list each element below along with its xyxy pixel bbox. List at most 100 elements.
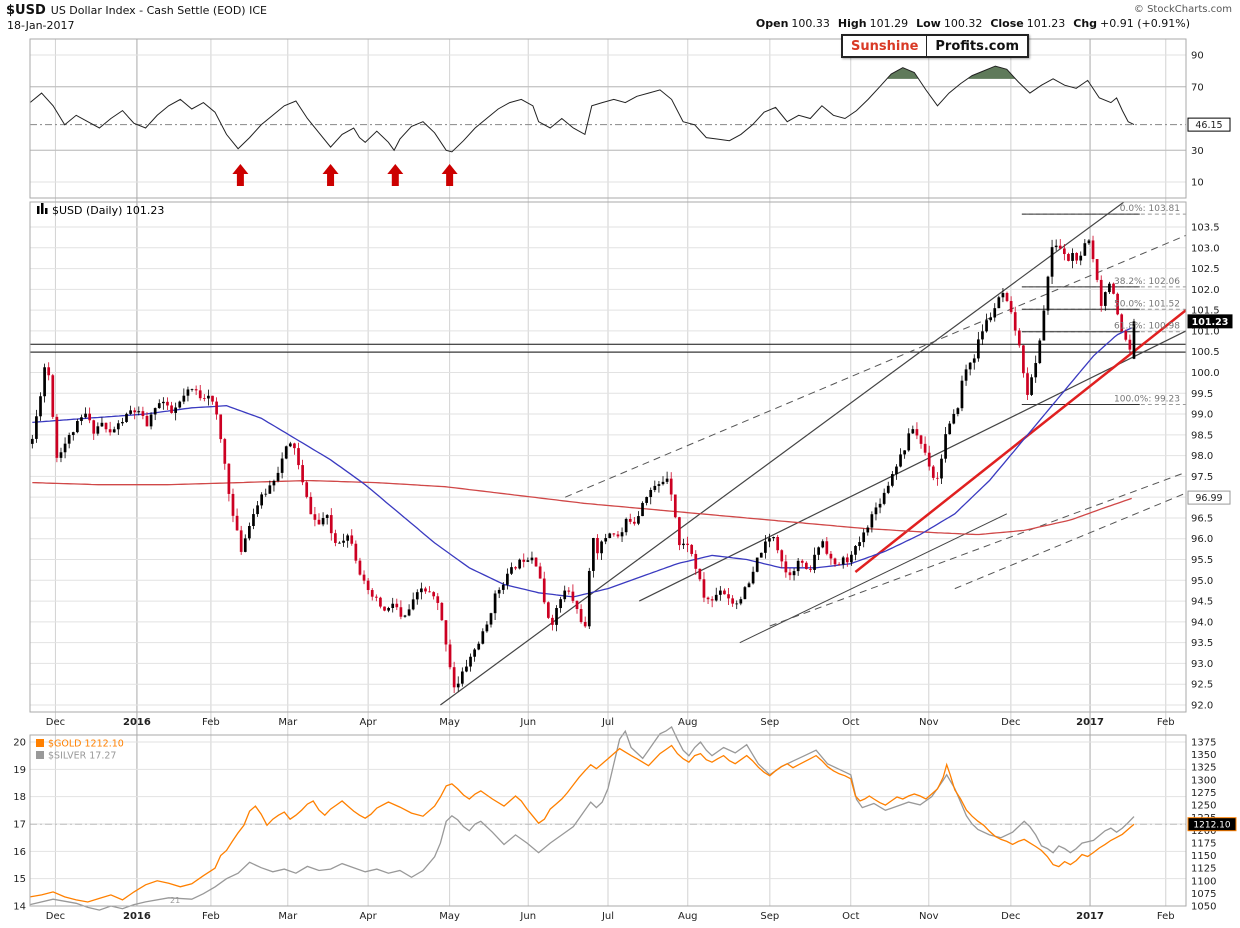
sunshine-profits-logo[interactable]: Sunshine Profits.com xyxy=(841,34,1029,58)
silver-ytick-label: 17 xyxy=(13,820,26,831)
candle-body xyxy=(874,507,878,515)
legend-swatch xyxy=(36,751,44,759)
fib-label: 100.0%: 99.23 xyxy=(1114,394,1180,404)
x-axis-label-mid: Jul xyxy=(601,717,614,728)
gold-ytick-label: 1275 xyxy=(1191,788,1216,799)
candle-body xyxy=(485,624,489,632)
candle-body xyxy=(436,596,440,603)
candle-body xyxy=(751,571,755,584)
candle-body xyxy=(833,558,837,565)
candle-body xyxy=(133,410,137,413)
candle-body xyxy=(506,573,509,585)
candle-body xyxy=(780,550,784,562)
icon-bar xyxy=(45,208,48,214)
high-value: 101.29 xyxy=(869,17,909,30)
candle-body xyxy=(460,671,464,684)
trendline xyxy=(739,513,1008,644)
gold-ytick-label: 1350 xyxy=(1191,750,1216,761)
candle-body xyxy=(424,588,427,592)
candle-body xyxy=(190,389,194,390)
candle-body xyxy=(1132,321,1136,359)
candle-body xyxy=(1030,377,1033,395)
candle-body xyxy=(637,516,640,524)
overbought-shading xyxy=(968,66,1015,79)
candle-body xyxy=(854,546,857,555)
candle-body xyxy=(1116,293,1119,315)
candle-body xyxy=(448,644,452,668)
x-axis-label-mid: Feb xyxy=(202,717,220,728)
candle-body xyxy=(493,593,497,614)
candle-body xyxy=(530,557,534,561)
candle-body xyxy=(1128,339,1132,350)
price-panel: 0.0%: 103.81 38.2%: 102.06 50.0%: 101.52 61… xyxy=(29,201,1233,713)
candle-body xyxy=(100,422,104,427)
candle-body xyxy=(989,317,992,321)
x-axis-label-mid: 2016 xyxy=(123,717,151,728)
candle-body xyxy=(288,443,292,447)
candle-body xyxy=(231,493,235,516)
x-axis-label-mid: Sep xyxy=(760,717,779,728)
trendline xyxy=(954,492,1186,590)
candle-body xyxy=(604,538,608,542)
candle-body xyxy=(260,494,264,506)
candle-body xyxy=(149,414,153,427)
candle-body xyxy=(985,320,988,332)
candle-body xyxy=(829,553,833,559)
candle-body xyxy=(575,600,579,610)
candle-body xyxy=(555,608,558,625)
candle-body xyxy=(497,589,501,594)
candle-body xyxy=(227,463,231,494)
candle-body xyxy=(600,541,603,554)
candle-body xyxy=(596,537,599,554)
candle-body xyxy=(92,420,96,434)
candle-body xyxy=(993,308,997,318)
candle-body xyxy=(350,535,354,544)
price-ytick-label: 94.0 xyxy=(1191,617,1213,628)
candle-body xyxy=(825,541,829,554)
header-row-2: 18-Jan-2017 xyxy=(7,19,75,32)
candle-body xyxy=(202,398,206,400)
candle-body xyxy=(264,493,268,495)
x-axis-label-bottom: Apr xyxy=(359,911,377,922)
candle-body xyxy=(1038,340,1042,364)
candle-body xyxy=(84,413,87,418)
candle-body xyxy=(297,448,300,466)
candle-body xyxy=(952,413,956,424)
candle-body xyxy=(1099,279,1103,306)
candle-body xyxy=(592,537,595,571)
x-axis-label-bottom: Feb xyxy=(1157,911,1175,922)
candle-body xyxy=(772,536,775,539)
x-axis-label-bottom: Dec xyxy=(1001,911,1020,922)
last-close-text: 101.23 xyxy=(1192,317,1229,328)
candle-body xyxy=(903,450,906,455)
price-ytick-label: 103.5 xyxy=(1191,223,1220,234)
candle-body xyxy=(481,631,485,644)
candle-body xyxy=(661,481,665,485)
gold-ytick-label: 1375 xyxy=(1191,737,1216,748)
candle-body xyxy=(420,588,423,593)
candle-body xyxy=(477,643,481,650)
x-axis-label-bottom: 2017 xyxy=(1076,911,1104,922)
ma50-line xyxy=(32,327,1132,598)
candle-body xyxy=(1054,245,1058,248)
candle-body xyxy=(284,446,288,459)
candle-body xyxy=(813,554,816,570)
candle-body xyxy=(784,561,788,573)
candle-body xyxy=(1013,312,1017,331)
candle-body xyxy=(796,560,800,572)
candle-body xyxy=(215,401,218,415)
x-axis-label-bottom: Jul xyxy=(601,911,614,922)
candle-body xyxy=(608,533,612,539)
candle-body xyxy=(354,543,358,561)
trendline xyxy=(565,234,1186,498)
candle-body xyxy=(1046,276,1050,311)
candle-body xyxy=(510,567,513,574)
candle-body xyxy=(534,557,538,567)
fib-label: 61.8%: 100.98 xyxy=(1114,322,1180,332)
candle-body xyxy=(1124,331,1128,340)
candle-body xyxy=(862,532,866,543)
candle-body xyxy=(211,395,214,402)
price-ytick-label: 97.5 xyxy=(1191,472,1213,483)
ohlc-readout: Open 100.33 High 101.29 Low 100.32 Close 101.23… xyxy=(756,17,1190,30)
candle-body xyxy=(936,477,939,479)
